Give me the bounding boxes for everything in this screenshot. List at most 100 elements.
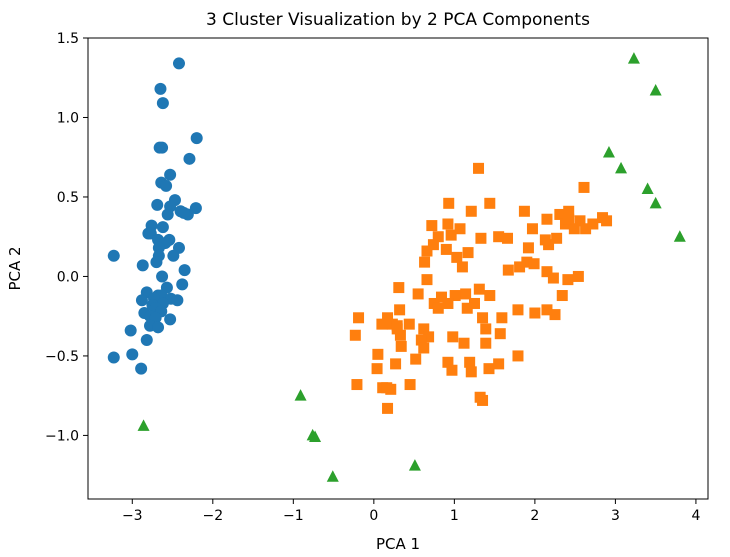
cluster-1-point (423, 331, 435, 343)
cluster-0-point (107, 249, 120, 262)
cluster-2-point (137, 419, 150, 431)
x-tick-label: −1 (283, 508, 304, 524)
cluster-1-point (462, 247, 474, 259)
cluster-0-point (140, 334, 153, 347)
x-axis-label: PCA 1 (376, 535, 420, 553)
cluster-1-point (393, 282, 405, 294)
cluster-1-point (477, 394, 489, 406)
cluster-1-point (528, 258, 540, 270)
cluster-0-point (164, 313, 177, 326)
cluster-0-point (160, 179, 173, 192)
cluster-1-point (461, 302, 473, 314)
cluster-2-point (309, 430, 322, 443)
chart-title: 3 Cluster Visualization by 2 PCA Compone… (206, 10, 590, 30)
cluster-1-point (449, 290, 461, 302)
cluster-1-point (529, 307, 541, 319)
cluster-1-point (484, 197, 496, 209)
cluster-1-point (451, 251, 463, 263)
cluster-1-point (458, 337, 470, 349)
cluster-1-point (427, 239, 439, 251)
cluster-1-point (541, 266, 553, 278)
cluster-1-point (554, 208, 566, 220)
cluster-0-point (135, 294, 148, 307)
cluster-1-point (390, 358, 402, 370)
cluster-1-point (435, 291, 447, 303)
cluster-0-point (189, 202, 202, 215)
cluster-1-point (391, 323, 403, 335)
cluster-0-point (178, 264, 191, 277)
cluster-1-point (415, 334, 427, 346)
cluster-1-point (526, 223, 538, 235)
cluster-1-point (432, 231, 444, 243)
cluster-1-point (541, 304, 553, 316)
cluster-1-point (465, 205, 477, 217)
x-tick-label: 0 (369, 508, 378, 524)
cluster-1-point (403, 318, 415, 330)
cluster-2-point (641, 182, 654, 195)
x-tick-label: −2 (202, 508, 223, 524)
cluster-1-point (412, 288, 424, 300)
cluster-1-point (419, 256, 431, 268)
cluster-0-point (164, 168, 177, 181)
x-tick-label: 4 (691, 508, 700, 524)
cluster-1-point (563, 213, 575, 225)
cluster-1-point (473, 283, 485, 295)
cluster-0-point (135, 362, 148, 375)
cluster-1-point (394, 304, 406, 316)
cluster-1-point (475, 232, 487, 244)
cluster-1-point (521, 256, 533, 268)
cluster-0-point (156, 221, 169, 234)
cluster-1-point (445, 229, 457, 241)
cluster-2-point (649, 196, 662, 209)
cluster-1-point (465, 366, 477, 378)
cluster-2-point (615, 161, 628, 174)
cluster-0-point (183, 152, 196, 165)
cluster-1-point (426, 220, 438, 232)
cluster-1-point (460, 288, 472, 300)
cluster-1-point (480, 323, 492, 335)
cluster-0-point (172, 57, 185, 70)
cluster-1-point (418, 323, 430, 335)
cluster-1-point (563, 205, 575, 217)
cluster-1-point (518, 205, 530, 217)
cluster-1-point (440, 243, 452, 255)
cluster-2-point (649, 83, 662, 96)
y-tick-label: 0.0 (57, 269, 79, 285)
cluster-1-point (580, 223, 592, 235)
cluster-0-point (167, 249, 180, 262)
y-tick-label: 1.5 (57, 31, 79, 47)
cluster-1-point (442, 218, 454, 230)
cluster-2-point (326, 470, 339, 482)
cluster-1-point (353, 312, 365, 324)
cluster-1-point (456, 261, 468, 273)
cluster-2-point (627, 52, 640, 64)
cluster-1-point (443, 197, 455, 209)
cluster-1-point (502, 232, 514, 244)
cluster-0-point (156, 141, 169, 154)
cluster-0-point (136, 259, 149, 272)
cluster-1-point (551, 232, 563, 244)
cluster-1-point (376, 318, 388, 330)
cluster-1-point (454, 223, 466, 235)
cluster-1-point (382, 402, 394, 414)
y-tick-label: −0.5 (45, 349, 79, 365)
y-tick-label: 0.5 (57, 190, 79, 206)
cluster-1-point (556, 290, 568, 302)
cluster-0-point (124, 324, 137, 337)
cluster-1-point (574, 215, 586, 227)
cluster-1-point (587, 218, 599, 230)
cluster-1-point (410, 353, 422, 365)
cluster-1-point (496, 312, 508, 324)
cluster-0-point (107, 351, 120, 364)
cluster-1-point (421, 245, 433, 257)
cluster-1-point (371, 363, 383, 375)
cluster-0-point (156, 270, 169, 283)
cluster-2-point (408, 459, 421, 471)
cluster-1-point (601, 215, 613, 227)
plot-frame (87, 37, 709, 500)
cluster-1-point (562, 274, 574, 286)
cluster-1-point (442, 297, 454, 309)
cluster-2-point (673, 230, 686, 242)
cluster-1-point (394, 329, 406, 341)
y-tick-label: −1.0 (45, 428, 79, 444)
